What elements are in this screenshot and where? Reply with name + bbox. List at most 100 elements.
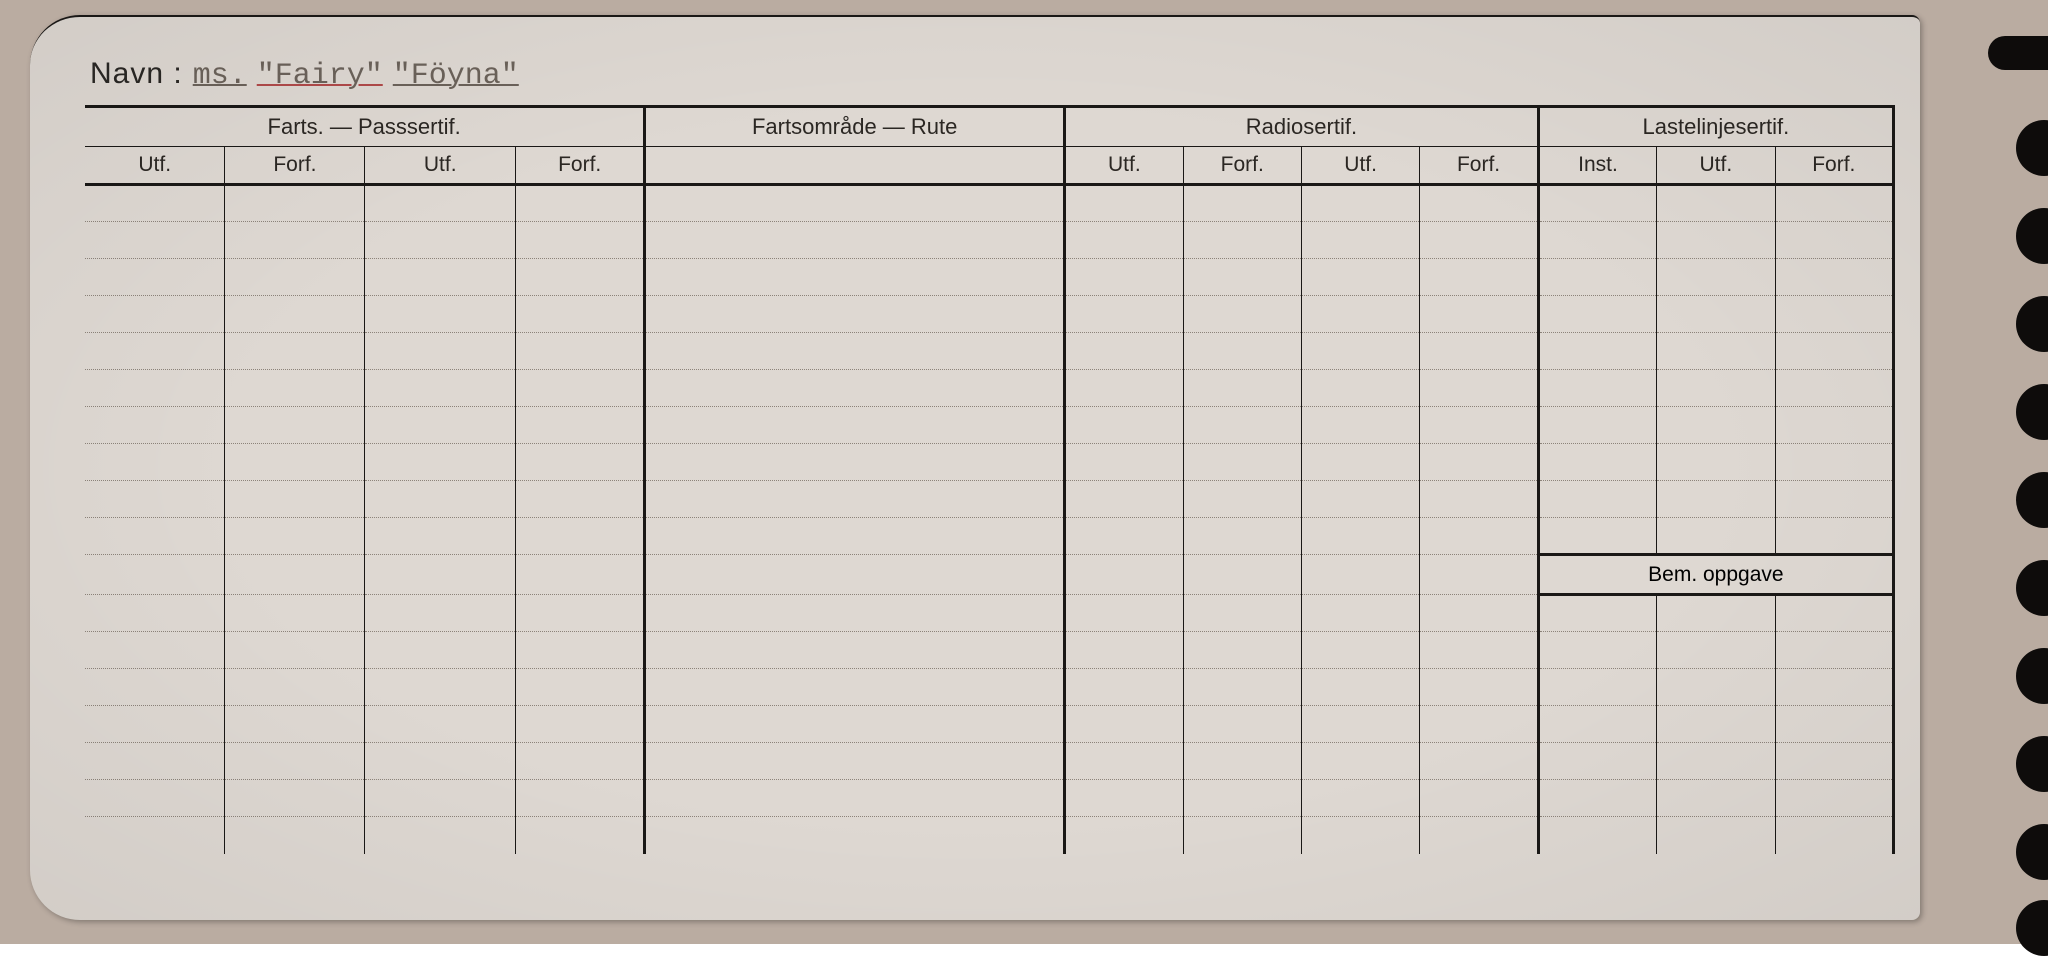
col-ll-inst: Inst. [1538, 147, 1656, 185]
table-cell [516, 817, 645, 854]
table-cell [516, 743, 645, 780]
table-cell [1183, 595, 1301, 632]
table-cell [1301, 706, 1419, 743]
table-row [85, 185, 1894, 222]
table-cell [365, 222, 516, 259]
table-cell [1183, 370, 1301, 407]
table-cell [645, 743, 1065, 780]
bem-oppgave-row: Bem. oppgave [85, 555, 1894, 595]
table-cell [1065, 595, 1183, 632]
table-row [85, 370, 1894, 407]
table-cell [225, 296, 365, 333]
table-cell [1065, 296, 1183, 333]
table-cell [85, 743, 225, 780]
binder-hole [2016, 120, 2048, 176]
table-cell [1538, 222, 1656, 259]
table-cell [1065, 259, 1183, 296]
table-cell [365, 632, 516, 669]
table-cell [1538, 481, 1656, 518]
table-cell [645, 370, 1065, 407]
table-cell [1420, 407, 1538, 444]
table-row [85, 595, 1894, 632]
table-cell [1065, 743, 1183, 780]
table-cell [225, 518, 365, 555]
table-cell [365, 555, 516, 595]
table-cell [1301, 817, 1419, 854]
table-row [85, 706, 1894, 743]
table-cell [1065, 518, 1183, 555]
certificate-table-wrap: Farts. — Passsertif. Fartsområde — Rute … [85, 105, 1895, 902]
table-cell [645, 333, 1065, 370]
table-cell [1183, 333, 1301, 370]
table-cell [516, 444, 645, 481]
table-cell [1183, 444, 1301, 481]
table-cell [365, 780, 516, 817]
table-cell [1183, 632, 1301, 669]
table-cell [365, 481, 516, 518]
table-cell [1775, 370, 1893, 407]
table-cell [1301, 444, 1419, 481]
table-cell [1183, 481, 1301, 518]
table-cell [645, 780, 1065, 817]
table-cell [225, 444, 365, 481]
table-cell [1775, 632, 1893, 669]
table-cell [1183, 780, 1301, 817]
table-cell [1420, 481, 1538, 518]
table-cell [1538, 595, 1656, 632]
table-cell [1065, 333, 1183, 370]
table-cell [1301, 518, 1419, 555]
table-cell [1420, 185, 1538, 222]
table-cell [225, 407, 365, 444]
table-cell [225, 185, 365, 222]
table-cell [225, 669, 365, 706]
table-cell [516, 595, 645, 632]
table-cell [1657, 706, 1775, 743]
table-cell [1775, 743, 1893, 780]
table-cell [365, 296, 516, 333]
table-cell [1657, 743, 1775, 780]
table-cell [1538, 370, 1656, 407]
table-cell [1775, 222, 1893, 259]
table-cell [1538, 185, 1656, 222]
table-cell [1538, 444, 1656, 481]
table-cell [85, 632, 225, 669]
table-cell [645, 185, 1065, 222]
table-cell [1420, 259, 1538, 296]
table-cell [1420, 669, 1538, 706]
table-cell [1538, 669, 1656, 706]
table-cell [1657, 518, 1775, 555]
table-cell [1183, 706, 1301, 743]
table-cell [85, 481, 225, 518]
col-rute [645, 147, 1065, 185]
certificate-table: Farts. — Passsertif. Fartsområde — Rute … [85, 105, 1895, 854]
table-cell [85, 333, 225, 370]
table-cell [1657, 595, 1775, 632]
table-cell [1183, 669, 1301, 706]
table-cell [1775, 780, 1893, 817]
table-cell [645, 518, 1065, 555]
table-cell [225, 555, 365, 595]
table-row [85, 407, 1894, 444]
table-cell [1301, 333, 1419, 370]
table-cell [645, 817, 1065, 854]
table-head: Farts. — Passsertif. Fartsområde — Rute … [85, 107, 1894, 185]
table-cell [1420, 518, 1538, 555]
col-rs-utf1: Utf. [1065, 147, 1183, 185]
table-cell [1657, 632, 1775, 669]
table-cell [1301, 780, 1419, 817]
table-cell [1775, 595, 1893, 632]
col-fp-forf2: Forf. [516, 147, 645, 185]
table-cell [85, 518, 225, 555]
table-cell [85, 555, 225, 595]
table-cell [1657, 370, 1775, 407]
table-cell [365, 817, 516, 854]
table-cell [1301, 222, 1419, 259]
table-body: Bem. oppgave [85, 185, 1894, 854]
table-cell [365, 706, 516, 743]
table-cell [1775, 706, 1893, 743]
table-cell [1775, 296, 1893, 333]
binder-hole [2016, 736, 2048, 792]
table-cell [1301, 595, 1419, 632]
ship-name-2: "Föyna" [393, 59, 519, 93]
table-cell [225, 333, 365, 370]
